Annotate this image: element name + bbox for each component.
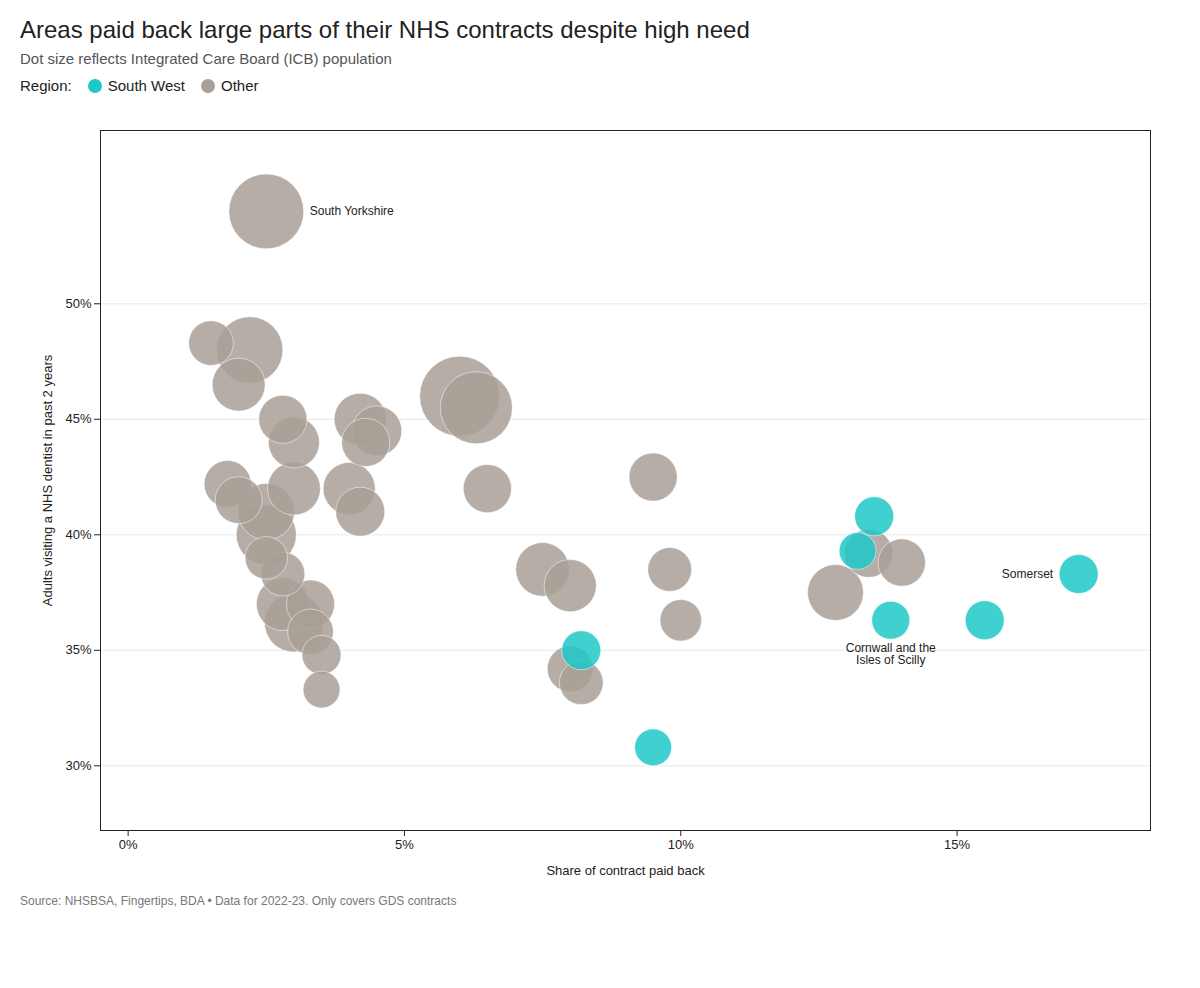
html-text:Region:: Region: — [20, 77, 72, 94]
html-text:Dot size reflects Integrated C: Dot size reflects Integrated Care Board … — [20, 50, 392, 67]
svg-text:Cornwall and theIsles of Scill: Cornwall and theIsles of Scilly — [846, 641, 936, 667]
svg-text:Adults visiting a NHS dentist: Adults visiting a NHS dentist in past 2 … — [40, 354, 55, 606]
html-text:Areas paid back large parts of: Areas paid back large parts of their NHS… — [20, 16, 750, 43]
svg-text:South Yorkshire: South Yorkshire — [310, 204, 394, 218]
svg-text:50%: 50% — [65, 296, 91, 311]
svg-text:Share of contract paid back: Share of contract paid back — [546, 863, 705, 878]
svg-text:45%: 45% — [65, 411, 91, 426]
svg-text:Somerset: Somerset — [1002, 567, 1054, 581]
svg-text:30%: 30% — [65, 758, 91, 773]
html-text:Other: Other — [221, 77, 259, 94]
svg-text:40%: 40% — [65, 527, 91, 542]
svg-text:5%: 5% — [395, 837, 414, 852]
svg-text:10%: 10% — [668, 837, 694, 852]
svg-text:0%: 0% — [119, 837, 138, 852]
svg-text:15%: 15% — [944, 837, 970, 852]
html-text:Source: NHSBSA, Fingertips, BD: Source: NHSBSA, Fingertips, BDA • Data f… — [20, 894, 457, 908]
svg-text:35%: 35% — [65, 642, 91, 657]
html-text:South West: South West — [107, 77, 185, 94]
